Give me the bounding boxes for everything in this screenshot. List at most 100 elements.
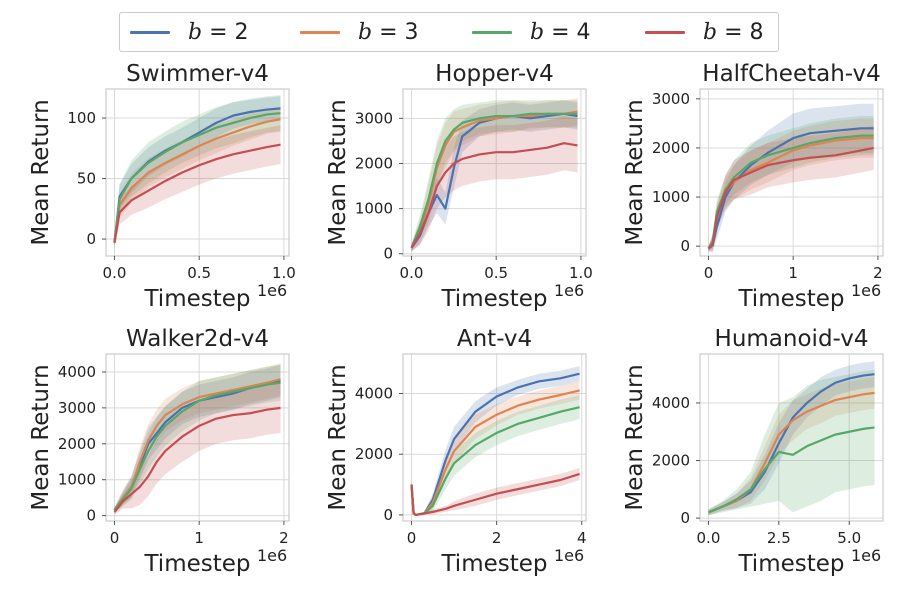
x-tick-label: 2 (873, 264, 883, 282)
series-line-3 (113, 406, 281, 513)
y-tick-label: 0 (680, 237, 690, 255)
series-band-1 (411, 98, 578, 252)
y-tick-label: 2000 (355, 445, 393, 463)
x-axis-label: Timestep (737, 286, 844, 312)
x-tick-label: 1.0 (569, 264, 593, 282)
series-band-3 (708, 125, 874, 252)
series-band-0 (114, 96, 281, 247)
y-tick-label: 0 (86, 507, 96, 525)
series-line-2 (708, 426, 875, 514)
x-tick-label: 1 (788, 264, 798, 282)
series-band-3 (411, 467, 580, 516)
axes-frame (105, 353, 290, 522)
y-axis-label: Mean Return (325, 99, 351, 245)
series-line-2 (410, 112, 578, 249)
legend-label-b3: b = 3 (358, 19, 419, 45)
series-band-2 (411, 394, 580, 516)
y-axis-label: Mean Return (28, 99, 54, 245)
panel-title: Walker2d-v4 (126, 326, 269, 352)
y-tick-label: 2000 (652, 452, 690, 470)
series-band-1 (708, 377, 875, 516)
x-axis-multiplier: 1e6 (257, 546, 287, 565)
x-axis-multiplier: 1e6 (554, 281, 584, 300)
x-tick-label: 0.5 (187, 264, 211, 282)
y-tick-label: 1000 (355, 200, 393, 218)
y-tick-label: 0 (383, 245, 393, 263)
legend-item-b4: b = 4 (472, 13, 591, 51)
x-tick-label: 0.5 (484, 264, 508, 282)
y-tick-label: 0 (86, 230, 96, 248)
series-band-3 (114, 125, 281, 247)
y-tick-label: 50 (77, 170, 96, 188)
x-axis-label: Timestep (143, 551, 250, 577)
series-band-2 (411, 100, 578, 252)
series-line-3 (410, 142, 578, 249)
y-tick-label: 3000 (355, 109, 393, 127)
series-band-3 (411, 116, 578, 252)
x-tick-label: 2 (279, 529, 289, 547)
x-tick-label: 0 (704, 264, 714, 282)
legend-item-b2: b = 2 (130, 13, 249, 51)
y-tick-label: 100 (67, 109, 96, 127)
panel-title: Hopper-v4 (435, 61, 554, 87)
y-tick-label: 3000 (58, 399, 96, 417)
panel-1: 0.0 0.5 1.0 0 1000 2000 3000 Hopper-v4 Timestep 1… (325, 61, 593, 312)
legend: b = 2 b = 3 b = 4 b = 8 (119, 12, 779, 52)
x-tick-label: 0.0 (103, 264, 127, 282)
y-tick-label: 1000 (58, 471, 96, 489)
series-band-0 (114, 364, 281, 514)
legend-line-b3 (300, 30, 340, 34)
legend-line-b4 (472, 30, 512, 34)
x-tick-label: 0 (110, 529, 120, 547)
panel-title: HalfCheetah-v4 (702, 61, 880, 87)
x-tick-label: 4 (577, 529, 587, 547)
axes-frame (699, 88, 884, 257)
y-tick-label: 1000 (652, 188, 690, 206)
series-line-3 (707, 146, 874, 250)
plot-area-1 (410, 98, 578, 252)
x-tick-label: 2.5 (767, 529, 791, 547)
series-band-2 (114, 95, 281, 247)
y-tick-label: 2000 (355, 154, 393, 172)
x-axis-label: Timestep (143, 286, 250, 312)
axes-frame (699, 353, 884, 522)
series-line-3 (410, 472, 580, 517)
series-band-2 (708, 116, 874, 252)
panel-4: 0 2 4 0 2000 4000 Ant-v4 Timestep 1e6 Mean Return (325, 326, 587, 577)
series-line-1 (708, 391, 875, 514)
axes-frame (402, 353, 587, 522)
x-axis-label: Timestep (440, 286, 547, 312)
panel-2: 0 1 2 0 1000 2000 3000 HalfCheetah-v4 Timestep 1e… (622, 61, 884, 312)
series-line-1 (113, 118, 281, 243)
panel-5: 0.0 2.5 5.0 0 2000 4000 Humanoid-v4 Timestep 1e6… (622, 326, 884, 577)
y-tick-label: 4000 (355, 384, 393, 402)
series-band-2 (708, 369, 875, 516)
y-tick-label: 4000 (652, 394, 690, 412)
y-tick-label: 2000 (652, 139, 690, 157)
series-line-3 (113, 143, 281, 243)
y-axis-label: Mean Return (325, 364, 351, 510)
x-axis-multiplier: 1e6 (851, 281, 881, 300)
y-tick-label: 3000 (652, 90, 690, 108)
legend-item-b3: b = 3 (300, 13, 419, 51)
x-axis-multiplier: 1e6 (554, 546, 584, 565)
x-tick-label: 0 (407, 529, 417, 547)
x-axis-multiplier: 1e6 (257, 281, 287, 300)
legend-label-b2: b = 2 (188, 19, 249, 45)
x-axis-label: Timestep (737, 551, 844, 577)
legend-label-b4: b = 4 (530, 19, 591, 45)
x-tick-label: 2 (492, 529, 502, 547)
plot-area-5 (708, 361, 875, 516)
series-line-2 (113, 112, 281, 243)
series-band-3 (114, 382, 281, 515)
y-axis-label: Mean Return (28, 364, 54, 510)
axes-frame (402, 88, 587, 257)
x-tick-label: 1 (194, 529, 204, 547)
plot-area-2 (707, 103, 874, 253)
y-tick-label: 2000 (58, 435, 96, 453)
panel-title: Humanoid-v4 (715, 326, 869, 352)
plot-area-3 (113, 362, 281, 515)
x-axis-label: Timestep (440, 551, 547, 577)
series-band-0 (411, 100, 578, 252)
